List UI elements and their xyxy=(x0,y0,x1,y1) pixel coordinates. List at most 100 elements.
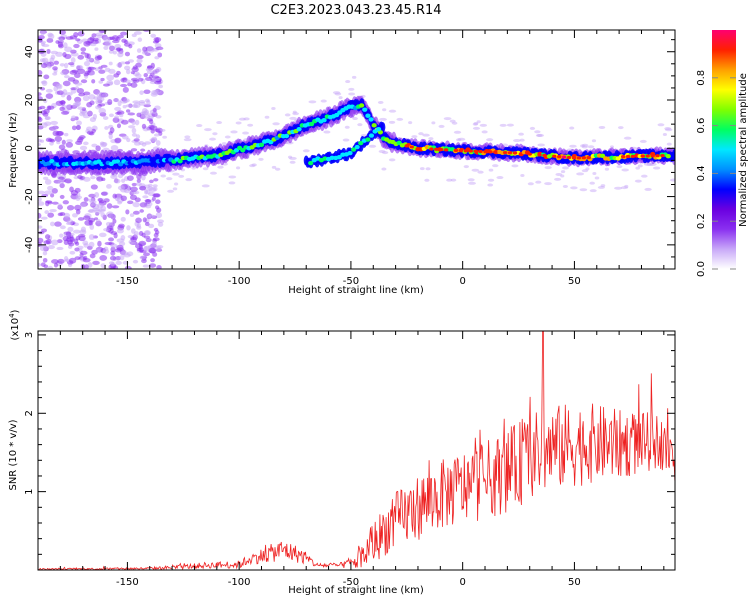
spectrogram-noise-mark xyxy=(183,138,192,142)
spectrogram-noise-mark xyxy=(100,191,108,196)
spectrogram-peak-mark xyxy=(581,156,587,160)
spectrogram-peak-mark xyxy=(429,147,434,151)
spectrogram-noise-mark xyxy=(147,186,154,191)
spectrogram-noise-mark xyxy=(499,123,507,127)
spectrogram-noise-mark xyxy=(518,132,524,136)
spectrogram-noise-mark xyxy=(93,60,100,65)
spectrogram-noise-mark xyxy=(388,109,397,113)
spectrogram-noise-mark xyxy=(132,100,140,104)
spectrogram-noise-mark xyxy=(136,222,141,229)
spectrogram-noise-mark xyxy=(142,264,150,268)
spectrogram-noise-mark xyxy=(40,216,48,220)
spectrogram-noise-mark xyxy=(106,183,112,189)
spectrogram-noise-mark xyxy=(141,232,146,238)
spectrogram-peak-mark xyxy=(620,155,626,159)
spectrogram-noise-mark xyxy=(83,215,91,221)
spectrogram-noise-mark xyxy=(157,52,163,58)
spectrogram-noise-mark xyxy=(75,140,83,146)
spectrogram-noise-mark xyxy=(128,44,133,49)
spectrogram-noise-mark xyxy=(151,196,156,201)
spectrogram-noise-mark xyxy=(73,43,80,49)
spectrogram-noise-mark xyxy=(110,250,116,256)
spectrogram-noise-mark xyxy=(191,166,196,170)
spectrogram-noise-mark xyxy=(112,40,120,44)
spectrogram-peak-mark xyxy=(409,145,414,149)
spectrogram-peak-mark xyxy=(542,153,547,157)
spectrogram-noise-mark xyxy=(422,133,430,137)
spectrogram-noise-mark xyxy=(271,165,277,169)
spectrogram-core-mark xyxy=(308,160,314,166)
spectrogram-noise-mark xyxy=(80,250,88,255)
y-tick-label: 20 xyxy=(24,94,35,107)
spectrogram-noise-mark xyxy=(139,90,144,95)
spectrogram-noise-mark xyxy=(51,259,59,264)
spectrogram-noise-mark xyxy=(121,119,129,125)
spectrogram-noise-mark xyxy=(100,77,105,82)
spectrogram-noise-mark xyxy=(88,193,96,198)
spectrogram-noise-mark xyxy=(71,125,77,131)
spectrogram-noise-mark xyxy=(62,89,68,95)
colorbar-label: Normalized spectral amplitude xyxy=(738,73,749,227)
spectrogram-noise-mark xyxy=(56,90,65,96)
spectrogram-noise-mark xyxy=(204,128,212,132)
spectrogram-noise-mark xyxy=(142,217,147,223)
spectrogram-noise-mark xyxy=(147,183,153,188)
spectrogram-noise-mark xyxy=(83,141,89,146)
spectrogram-noise-mark xyxy=(348,92,356,96)
spectrogram-noise-mark xyxy=(95,248,101,253)
x-tick-label: -50 xyxy=(343,577,359,588)
spectrogram-noise-mark xyxy=(388,158,396,162)
spectrogram-noise-mark xyxy=(83,243,89,248)
spectrogram-noise-mark xyxy=(83,176,91,182)
snr-xlabel: Height of straight line (km) xyxy=(288,585,424,596)
spectrogram-noise-mark xyxy=(142,107,148,114)
spectrogram-core-mark xyxy=(258,142,265,147)
spectrogram-ylabel: Frequency (Hz) xyxy=(8,112,19,188)
spectrogram-noise-mark xyxy=(144,98,150,103)
spectrogram-noise-mark xyxy=(100,211,105,218)
spectrogram-peak-mark xyxy=(576,156,582,160)
x-tick-label: 0 xyxy=(459,577,465,588)
spectrogram-noise-mark xyxy=(72,213,78,218)
spectrogram-noise-mark xyxy=(388,120,396,124)
spectrogram-noise-mark xyxy=(83,40,91,47)
spectrogram-noise-mark xyxy=(68,242,75,247)
spectrogram-peak-mark xyxy=(473,149,478,153)
spectrogram-peak-mark xyxy=(552,154,557,158)
snr-background xyxy=(38,331,675,570)
spectrogram-noise-mark xyxy=(59,106,66,112)
spectrogram-core-mark xyxy=(376,127,382,132)
spectrogram-peak-mark xyxy=(463,149,468,153)
spectrogram-noise-mark xyxy=(289,116,297,120)
spectrogram-noise-mark xyxy=(332,91,341,95)
spectrogram-noise-mark xyxy=(126,251,134,257)
spectrogram-noise-mark xyxy=(116,123,122,129)
spectrogram-ridge-mark xyxy=(672,148,675,159)
spectrogram-noise-mark xyxy=(152,240,157,247)
spectrogram-noise-mark xyxy=(247,123,254,127)
spectrogram-noise-mark xyxy=(95,105,102,110)
spectrogram-noise-mark xyxy=(88,72,96,76)
spectrogram-noise-mark xyxy=(65,141,74,148)
colorbar: 0.0 0.2 0.4 0.6 0.8 Normalized spectral ampl… xyxy=(696,30,749,277)
spectrogram-noise-mark xyxy=(450,178,457,182)
spectrogram-peak-mark xyxy=(443,148,449,152)
spectrogram-noise-mark xyxy=(472,122,479,126)
spectrogram-noise-mark xyxy=(49,208,57,213)
spectrogram-noise-mark xyxy=(624,184,629,188)
spectrogram-peak-mark xyxy=(512,151,518,155)
spectrogram-peak-mark xyxy=(650,154,655,158)
spectrogram-noise-mark xyxy=(74,82,83,86)
spectrogram-noise-mark xyxy=(51,188,58,194)
spectrogram-noise-mark xyxy=(152,107,157,113)
spectrogram-peak-mark xyxy=(527,152,532,156)
spectrogram-noise-mark xyxy=(98,66,103,70)
spectrogram-noise-mark xyxy=(51,201,59,205)
spectrogram-core-mark xyxy=(354,144,360,150)
spectrogram-noise-mark xyxy=(67,226,74,232)
spectrogram-noise-mark xyxy=(92,113,97,120)
spectrogram-noise-mark xyxy=(102,83,110,87)
spectrogram-noise-mark xyxy=(150,33,157,38)
spectrogram-noise-mark xyxy=(94,47,99,51)
spectrogram-noise-mark xyxy=(38,138,43,143)
